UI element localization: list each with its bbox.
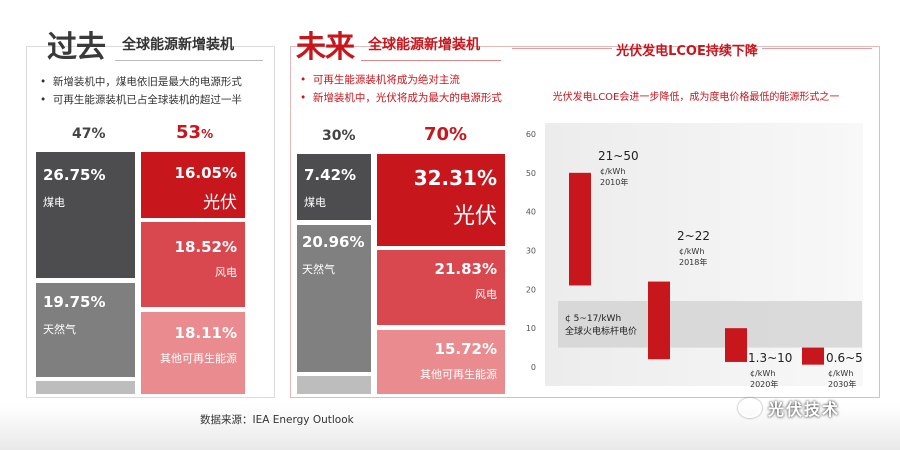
future-wind-pct: 21.83% [434,260,497,278]
future-gas-pct: 20.96% [302,233,365,251]
future-tile-solar: 32.31% 光伏 [377,154,505,246]
lcoe-bar-0 [569,172,591,286]
past-coal-pct: 26.75% [43,166,106,184]
future-wind-label: 风电 [475,288,497,301]
watermark-text: 光伏技术 [768,400,841,419]
bar-range-label-2: 1.3~10 [748,351,792,365]
past-tile-gas: 19.75% 天然气 [36,283,135,377]
future-tile-gray-strip [297,376,371,394]
future-tile-wind: 21.83% 风电 [377,250,505,325]
past-solar-label: 光伏 [203,193,237,213]
future-gas-label: 天然气 [302,263,335,276]
band-label-price: ¢ 5~17/kWh [565,314,621,324]
future-bullet-1: • 可再生能源装机将成为绝对主流 [300,74,460,86]
future-coal-label: 煤电 [304,196,326,209]
y-tick-label-1: 10 [526,324,536,333]
past-share-renewable: 53% [176,122,214,143]
past-tile-wind: 18.52% 风电 [141,222,245,307]
past-bullet-2: • 可再生能源装机已占全球装机的超过一半 [40,94,242,106]
y-tick-label-5: 50 [526,169,536,178]
future-tile-gas: 20.96% 天然气 [297,225,371,372]
bar-unit-label-3: ¢/kWh [828,369,853,378]
bar-range-label-0: 21~50 [598,149,639,163]
future-panel [290,46,880,398]
future-coal-pct: 7.42% [304,166,357,184]
bar-unit-label-1: ¢/kWh [679,247,704,256]
bar-range-label-1: 2~22 [677,229,710,243]
bar-year-label-0: 2010年 [600,177,628,187]
y-tick-label-6: 60 [526,130,536,139]
past-solar-pct: 16.05% [174,164,237,182]
chart-title: 光伏发电LCOE持续下降 [616,44,758,59]
bar-range-label-3: 0.6~5 [826,351,863,365]
y-tick-label-3: 30 [526,247,536,256]
future-tile-coal: 7.42% 煤电 [297,154,371,220]
reference-band [558,300,862,348]
future-share-fossil: 30% [322,128,356,144]
wechat-icon [738,398,762,418]
past-tile-other: 18.11% 其他可再生能源 [141,312,245,394]
future-solar-pct: 32.31% [413,166,497,190]
past-wind-label: 风电 [215,266,237,279]
past-panel [26,46,275,398]
past-bullet-1: • 新增装机中，煤电依旧是最大的电源形式 [40,76,242,88]
watermark: 光伏技术 [738,396,840,420]
future-subtitle: 全球能源新增装机 [368,37,480,53]
lcoe-bar-2 [725,328,747,362]
past-share-fossil: 47% [72,126,106,142]
past-divider [115,60,263,61]
bar-unit-label-2: ¢/kWh [750,369,775,378]
bar-unit-label-0: ¢/kWh [600,167,625,176]
past-subtitle: 全球能源新增装机 [122,37,234,53]
chart-title-line-right [762,48,872,49]
future-title: 未来 [296,30,355,65]
data-source: 数据来源：IEA Energy Outlook [200,414,354,426]
y-tick-label-2: 20 [526,285,536,294]
future-solar-label: 光伏 [452,204,497,229]
band-label-desc: 全球火电标杆电价 [565,325,637,337]
past-other-label: 其他可再生能源 [160,352,237,365]
past-other-pct: 18.11% [174,324,237,342]
past-coal-label: 煤电 [43,196,65,209]
future-other-pct: 15.72% [434,340,497,358]
future-other-label: 其他可再生能源 [420,368,497,381]
past-title: 过去 [47,30,106,65]
y-tick-label-0: 0 [531,363,536,372]
past-tile-coal: 26.75% 煤电 [36,152,135,278]
lcoe-bar-1 [648,281,670,360]
bar-year-label-1: 2018年 [679,257,707,267]
past-gas-pct: 19.75% [43,293,106,311]
y-tick-label-4: 40 [526,208,536,217]
chart-subtitle: 光伏发电LCOE会进一步降低，成为度电价格最低的能源形式之一 [552,92,840,103]
future-tile-other: 15.72% 其他可再生能源 [377,330,505,394]
future-bullet-2: • 新增装机中，光伏将成为最大的电源形式 [300,92,502,104]
future-divider [361,60,501,61]
lcoe-bar-3 [802,347,824,365]
future-share-renewable: 70% [424,124,468,145]
chart-title-line-left [512,48,612,49]
bar-year-label-2: 2020年 [750,379,778,389]
past-gas-label: 天然气 [43,323,76,336]
past-wind-pct: 18.52% [174,238,237,256]
past-tile-gray-strip [36,381,135,394]
past-tile-solar: 16.05% 光伏 [141,152,245,218]
bar-year-label-3: 2030年 [828,379,856,389]
